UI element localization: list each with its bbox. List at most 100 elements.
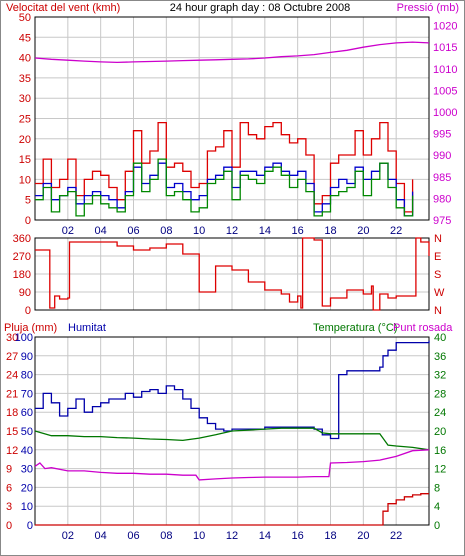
humidity-tick-label: 90 [21, 351, 33, 363]
humidity-tick-label: 20 [21, 482, 33, 494]
pressure-tick-label: 1020 [433, 21, 457, 33]
temperature-tick-label: 36 [434, 351, 446, 363]
hour-tick-label: 22 [390, 530, 402, 542]
wind-speed-tick-label: 5 [25, 195, 31, 207]
direction-tick-label: 0 [25, 305, 31, 317]
humidity-tick-label: 40 [21, 445, 33, 457]
compass-tick-label: S [434, 269, 441, 281]
hour-tick-label: 04 [95, 225, 107, 237]
temperature-tick-label: 16 [434, 445, 446, 457]
direction-tick-label: 360 [13, 233, 31, 245]
dewpoint-series-line [34, 449, 430, 481]
hour-tick-label: 12 [226, 225, 238, 237]
temperature-tick-label: 32 [434, 370, 446, 382]
wind-speed-tick-label: 35 [19, 73, 31, 85]
wind_gust2-series-line [35, 158, 414, 217]
wind-pressure-panel: 0510152025303540455097598098599099510001… [19, 12, 458, 237]
humidity-tick-label: 80 [21, 370, 33, 382]
rain-tick-label: 0 [6, 520, 12, 532]
rain-tick-label: 9 [6, 464, 12, 476]
wind-speed-tick-label: 40 [19, 53, 31, 65]
wind-panel-frame [34, 16, 430, 221]
humidity-tick-label: 100 [15, 332, 33, 344]
direction-tick-label: 90 [19, 287, 31, 299]
temperature-tick-label: 4 [434, 501, 440, 513]
rain-tick-label: 21 [6, 388, 18, 400]
compass-tick-label: E [434, 251, 441, 263]
wind-speed-tick-label: 0 [25, 215, 31, 227]
dewpoint-axis-title: Punt rosada [393, 322, 453, 334]
hour-tick-label: 16 [292, 225, 304, 237]
pressure-axis-title: Pressió (mb) [397, 2, 459, 14]
temperature-tick-label: 12 [434, 464, 446, 476]
wind-speed-tick-label: 20 [19, 134, 31, 146]
pressure-tick-label: 1000 [433, 107, 457, 119]
compass-tick-label: N [434, 305, 442, 317]
compass-tick-label: N [434, 233, 442, 245]
humidity-tick-label: 0 [27, 520, 33, 532]
hour-tick-label: 20 [357, 225, 369, 237]
wind-speed-tick-label: 45 [19, 32, 31, 44]
wind-speed-tick-label: 10 [19, 174, 31, 186]
wind-speed-tick-label: 15 [19, 154, 31, 166]
hour-tick-label: 06 [127, 225, 139, 237]
wind-speed-tick-label: 25 [19, 114, 31, 126]
wind-direction-series-line [35, 237, 430, 311]
temperature-tick-label: 24 [434, 407, 446, 419]
hour-tick-label: 14 [259, 225, 271, 237]
pressure-series-line [34, 41, 430, 64]
pressure-tick-label: 1005 [433, 85, 457, 97]
hour-tick-label: 10 [193, 530, 205, 542]
pressure-tick-label: 995 [433, 129, 451, 141]
direction-tick-label: 180 [13, 269, 31, 281]
pressure-tick-label: 980 [433, 193, 451, 205]
rain-axis-title: Pluja (mm) [4, 322, 57, 334]
humidity-tick-label: 70 [21, 388, 33, 400]
wind-speed-tick-label: 30 [19, 93, 31, 105]
rain-tick-label: 24 [6, 370, 18, 382]
rain-tick-label: 6 [6, 482, 12, 494]
humidity-temperature-panel: 0369121518212427300102030405060708090100… [6, 332, 446, 542]
temperature-tick-label: 8 [434, 482, 440, 494]
hour-tick-label: 16 [292, 530, 304, 542]
rain-tick-label: 18 [6, 407, 18, 419]
hour-tick-label: 04 [95, 530, 107, 542]
rain-tick-label: 12 [6, 445, 18, 457]
rain-tick-label: 30 [6, 332, 18, 344]
hour-tick-label: 02 [62, 530, 74, 542]
hour-tick-label: 06 [127, 530, 139, 542]
hour-tick-label: 14 [259, 530, 271, 542]
rain-tick-label: 27 [6, 351, 18, 363]
humidity-tick-label: 60 [21, 407, 33, 419]
hour-tick-label: 18 [324, 530, 336, 542]
hour-tick-label: 20 [357, 530, 369, 542]
temperature-axis-title: Temperatura (°C) [313, 322, 397, 334]
humidity-axis-title: Humitat [68, 322, 106, 334]
pressure-tick-label: 985 [433, 172, 451, 184]
hour-tick-label: 18 [324, 225, 336, 237]
temperature-tick-label: 40 [434, 332, 446, 344]
hour-tick-label: 08 [160, 530, 172, 542]
compass-tick-label: W [434, 287, 445, 299]
direction-panel-frame [34, 237, 430, 311]
humidity-tick-label: 30 [21, 464, 33, 476]
rain-tick-label: 3 [6, 501, 12, 513]
hour-tick-label: 10 [193, 225, 205, 237]
wind-series-line [35, 121, 414, 213]
pressure-tick-label: 990 [433, 150, 451, 162]
wind-speed-tick-label: 50 [19, 12, 31, 24]
direction-tick-label: 270 [13, 251, 31, 263]
temperature-tick-label: 28 [434, 388, 446, 400]
temperature-tick-label: 0 [434, 520, 440, 532]
pressure-tick-label: 1015 [433, 42, 457, 54]
hour-tick-label: 22 [390, 225, 402, 237]
rain-tick-label: 15 [6, 426, 18, 438]
pressure-tick-label: 975 [433, 215, 451, 227]
temperature-series-line [34, 427, 430, 451]
hour-tick-label: 02 [62, 225, 74, 237]
hour-tick-label: 12 [226, 530, 238, 542]
humidity-tick-label: 50 [21, 426, 33, 438]
wind-axis-title: Velocitat del vent (kmh) [6, 2, 120, 14]
